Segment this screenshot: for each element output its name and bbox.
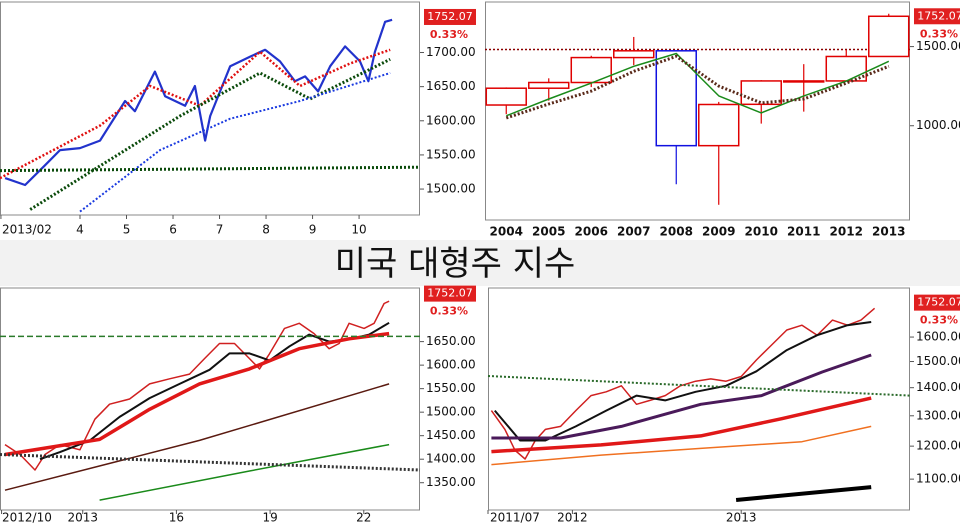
x-tick-label: 7 — [216, 223, 224, 237]
plot-frame — [0, 1, 420, 216]
x-tick-label: 2013 — [872, 225, 905, 239]
x-tick-label: 5 — [123, 223, 131, 237]
x-tick-label: 2013 — [726, 511, 757, 525]
x-tick-label: 19 — [262, 511, 277, 525]
y-tick-label: 1550.00 — [426, 147, 476, 161]
x-tick-label: 2008 — [660, 225, 693, 239]
y-tick-label: 1600.00 — [916, 330, 960, 344]
candle-body — [613, 50, 655, 59]
last-value-box — [424, 8, 476, 25]
last-value-label: 1752.07 — [917, 9, 960, 22]
y-tick-label: 1500.00 — [916, 39, 960, 53]
x-tick-label: 2006 — [575, 225, 608, 239]
x-tick-label: 2012 — [557, 511, 588, 525]
x-tick-label: 16 — [169, 511, 184, 525]
series-line — [490, 307, 876, 460]
x-tick-label: 8 — [262, 223, 270, 237]
y-tick-label: 1400.00 — [426, 452, 476, 466]
y-tick-label: 1650.00 — [426, 79, 476, 93]
candle-body — [485, 87, 527, 106]
last-value-label: 1752.07 — [917, 296, 960, 309]
series-line — [99, 443, 390, 501]
change-label: 0.33% — [920, 314, 958, 327]
series-line — [79, 72, 391, 213]
x-tick-label: 2005 — [532, 225, 565, 239]
y-tick-label: 1700.00 — [426, 45, 476, 59]
candle-body — [698, 103, 740, 147]
series-line — [0, 48, 391, 180]
x-tick-label: 2011/07 — [490, 511, 540, 525]
page-title: 미국 대형주 지수 — [335, 244, 576, 284]
x-tick-label: 2012 — [830, 225, 863, 239]
x-tick-label: 2004 — [490, 225, 523, 239]
candle-body — [740, 80, 782, 106]
title-band — [0, 240, 960, 286]
y-tick-label: 1650.00 — [426, 334, 476, 348]
y-tick-label: 1500.00 — [916, 354, 960, 368]
change-label: 0.33% — [430, 28, 468, 41]
plot-frame — [0, 287, 420, 511]
candle-body — [570, 56, 612, 84]
x-tick-label: 2013 — [67, 511, 98, 525]
series-line — [735, 485, 872, 502]
x-tick-label: 4 — [76, 223, 84, 237]
change-label: 0.33% — [430, 305, 468, 318]
series-line — [4, 383, 390, 491]
y-tick-label: 1300.00 — [916, 408, 960, 422]
series-line — [4, 331, 390, 457]
y-tick-label: 1550.00 — [426, 381, 476, 395]
x-tick-label: 2009 — [702, 225, 735, 239]
series-line — [505, 54, 890, 120]
y-tick-label: 1100.00 — [916, 472, 960, 486]
x-tick-label: 6 — [169, 223, 177, 237]
y-tick-label: 1500.00 — [426, 405, 476, 419]
last-value-box — [914, 8, 960, 25]
x-tick-label: 2007 — [617, 225, 650, 239]
y-tick-label: 1400.00 — [916, 380, 960, 394]
y-tick-label: 1200.00 — [916, 439, 960, 453]
series-line — [491, 353, 872, 440]
x-tick-label: 2011 — [787, 225, 820, 239]
y-tick-label: 1350.00 — [426, 475, 476, 489]
series-line — [29, 57, 391, 211]
plot-frame — [485, 1, 910, 221]
last-value-label: 1752.07 — [427, 287, 473, 300]
change-label: 0.33% — [920, 27, 958, 40]
x-tick-label: 2013/02 — [2, 223, 52, 237]
last-value-label: 1752.07 — [427, 10, 473, 23]
series-line — [4, 18, 393, 187]
y-tick-label: 1450.00 — [426, 428, 476, 442]
y-tick-label: 1600.00 — [426, 358, 476, 372]
plot-frame — [488, 287, 910, 511]
x-tick-label: 2012/10 — [2, 511, 52, 525]
y-tick-label: 1500.00 — [426, 182, 476, 196]
x-tick-label: 10 — [351, 223, 366, 237]
last-value-box — [424, 285, 476, 302]
x-tick-label: 22 — [356, 511, 371, 525]
last-value-box — [914, 294, 960, 311]
candle-body — [783, 80, 825, 83]
candle-body — [868, 15, 910, 58]
series-line — [491, 396, 872, 454]
series-line — [506, 52, 890, 117]
y-tick-label: 1600.00 — [426, 113, 476, 127]
x-tick-label: 2010 — [745, 225, 778, 239]
series-line — [487, 375, 911, 397]
x-tick-label: 9 — [309, 223, 317, 237]
series-line — [491, 425, 872, 466]
candle-body — [528, 81, 570, 89]
y-tick-label: 1000.00 — [916, 118, 960, 132]
